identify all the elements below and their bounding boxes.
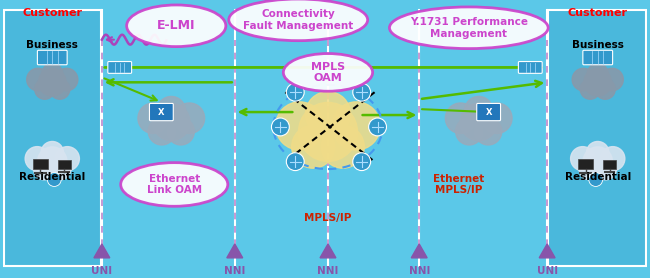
Text: NNI: NNI <box>224 266 246 276</box>
Text: Residential: Residential <box>565 172 631 182</box>
Circle shape <box>306 91 350 136</box>
Ellipse shape <box>389 7 548 49</box>
Polygon shape <box>540 244 555 258</box>
Circle shape <box>589 173 603 187</box>
Text: Residential: Residential <box>19 172 85 182</box>
Circle shape <box>460 103 497 141</box>
FancyBboxPatch shape <box>4 10 101 266</box>
Text: Ethernet
Link OAM: Ethernet Link OAM <box>147 174 202 195</box>
Text: Business: Business <box>572 40 623 50</box>
Circle shape <box>595 79 616 99</box>
FancyBboxPatch shape <box>583 50 612 65</box>
Text: E-LMI: E-LMI <box>157 19 196 32</box>
Circle shape <box>595 158 616 180</box>
Ellipse shape <box>229 0 368 41</box>
Circle shape <box>583 147 612 176</box>
Polygon shape <box>227 244 242 258</box>
Circle shape <box>138 103 168 133</box>
Circle shape <box>27 68 49 91</box>
Circle shape <box>474 118 502 145</box>
Polygon shape <box>320 244 336 258</box>
Circle shape <box>272 118 289 136</box>
Circle shape <box>47 173 61 187</box>
Circle shape <box>55 147 79 171</box>
Text: UNI: UNI <box>537 266 558 276</box>
Circle shape <box>42 63 63 85</box>
Circle shape <box>286 83 304 101</box>
Text: X: X <box>486 108 492 116</box>
Circle shape <box>482 103 512 133</box>
Circle shape <box>586 142 609 164</box>
Text: MPLS/IP: MPLS/IP <box>304 213 352 223</box>
Circle shape <box>465 96 493 125</box>
Circle shape <box>153 103 190 141</box>
FancyBboxPatch shape <box>578 159 593 169</box>
Text: Business: Business <box>27 40 78 50</box>
Circle shape <box>292 125 335 168</box>
Circle shape <box>298 103 358 161</box>
Circle shape <box>34 79 55 99</box>
Circle shape <box>157 96 185 125</box>
Circle shape <box>49 158 71 180</box>
Circle shape <box>38 69 66 96</box>
Text: NNI: NNI <box>317 266 339 276</box>
Circle shape <box>580 79 600 99</box>
Circle shape <box>572 68 595 91</box>
Circle shape <box>167 118 194 145</box>
Circle shape <box>25 147 49 171</box>
Circle shape <box>579 158 601 180</box>
Text: Customer: Customer <box>22 8 83 18</box>
Text: X: X <box>158 108 164 116</box>
Circle shape <box>456 118 483 145</box>
Polygon shape <box>411 244 427 258</box>
Circle shape <box>286 153 304 171</box>
FancyBboxPatch shape <box>519 61 542 73</box>
Circle shape <box>332 102 380 150</box>
Polygon shape <box>94 244 110 258</box>
Circle shape <box>353 83 370 101</box>
Circle shape <box>369 118 387 136</box>
Circle shape <box>34 158 55 180</box>
Circle shape <box>353 153 370 171</box>
Text: Customer: Customer <box>567 8 628 18</box>
Ellipse shape <box>283 54 372 91</box>
Circle shape <box>174 103 205 133</box>
Circle shape <box>601 147 625 171</box>
Circle shape <box>148 118 176 145</box>
Circle shape <box>445 103 476 133</box>
Circle shape <box>41 142 64 164</box>
FancyBboxPatch shape <box>108 61 131 73</box>
FancyBboxPatch shape <box>476 103 500 121</box>
FancyBboxPatch shape <box>548 10 646 266</box>
FancyBboxPatch shape <box>58 160 71 169</box>
FancyBboxPatch shape <box>603 160 616 169</box>
Text: Connectivity
Fault Management: Connectivity Fault Management <box>243 9 354 31</box>
Circle shape <box>601 68 623 91</box>
Ellipse shape <box>121 163 228 206</box>
FancyBboxPatch shape <box>33 159 48 169</box>
Circle shape <box>55 68 78 91</box>
Circle shape <box>50 79 70 99</box>
Text: UNI: UNI <box>91 266 112 276</box>
Circle shape <box>322 125 364 168</box>
FancyBboxPatch shape <box>150 103 174 121</box>
Circle shape <box>276 102 324 150</box>
Text: Y.1731 Performance
Management: Y.1731 Performance Management <box>410 17 528 39</box>
Text: NNI: NNI <box>409 266 430 276</box>
FancyBboxPatch shape <box>38 50 67 65</box>
Text: MPLS
OAM: MPLS OAM <box>311 62 345 83</box>
Text: Ethernet
MPLS/IP: Ethernet MPLS/IP <box>434 174 484 195</box>
Ellipse shape <box>127 5 226 47</box>
Circle shape <box>571 147 595 171</box>
Circle shape <box>584 69 612 96</box>
Circle shape <box>587 63 608 85</box>
Circle shape <box>38 147 67 176</box>
